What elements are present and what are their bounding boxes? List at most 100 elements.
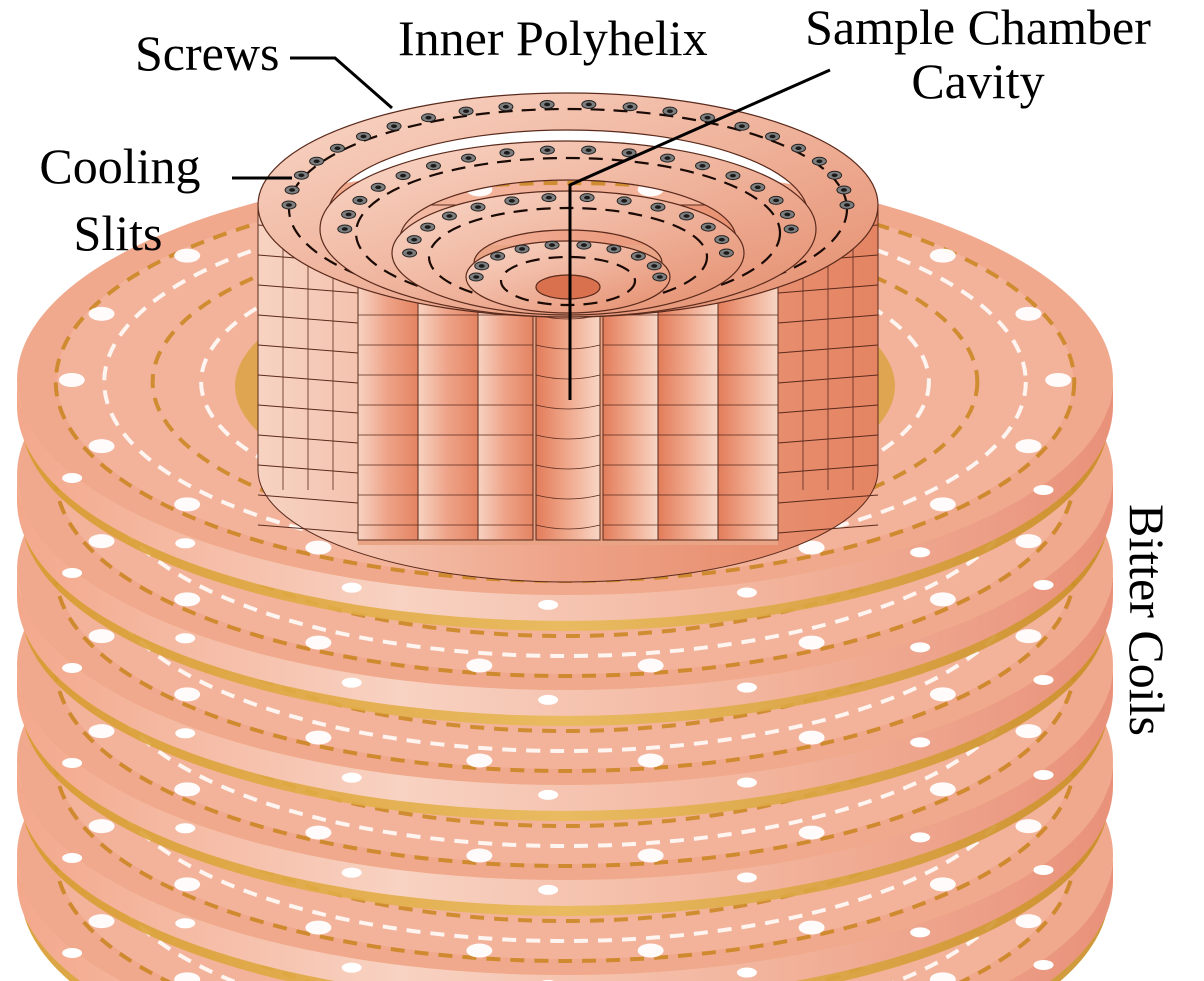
screw-socket — [773, 199, 779, 203]
screw-socket — [788, 227, 794, 231]
coil-mount-hole — [59, 373, 85, 387]
screw-socket — [832, 173, 838, 177]
screw-socket — [816, 159, 822, 163]
coil-mount-hole — [466, 659, 492, 673]
coil-mount-hole — [89, 724, 115, 738]
coil-edge-hole — [737, 683, 757, 693]
sample-chamber-bore — [536, 285, 600, 540]
coil-edge-hole — [910, 547, 930, 557]
screw-socket — [360, 135, 366, 139]
label-cooling-line1: Cooling — [39, 138, 200, 194]
screw-socket — [342, 227, 348, 231]
coil-mount-hole — [89, 534, 115, 548]
coil-mount-hole — [305, 826, 331, 840]
screw-socket — [426, 116, 432, 120]
screw-socket — [705, 116, 711, 120]
coil-edge-hole — [342, 773, 362, 783]
coil-mount-hole — [799, 636, 825, 650]
coil-mount-hole — [638, 944, 664, 958]
coil-mount-hole — [1015, 724, 1041, 738]
screw-socket — [667, 109, 673, 113]
screw-socket — [375, 186, 381, 190]
screw-socket — [509, 199, 515, 203]
screw-socket — [581, 243, 587, 247]
coil-mount-hole — [174, 249, 200, 263]
coil-mount-hole — [930, 249, 956, 263]
screw-socket — [739, 124, 745, 128]
coil-mount-hole — [305, 921, 331, 935]
coil-edge-hole — [62, 948, 82, 958]
screw-socket — [411, 238, 417, 242]
screw-socket — [466, 156, 472, 160]
screw-socket — [627, 105, 633, 109]
screw-socket — [655, 205, 661, 209]
coil-edge-hole — [62, 568, 82, 578]
coil-edge-hole — [175, 538, 195, 548]
screw-socket — [546, 196, 552, 200]
label-screws: Screws — [135, 25, 279, 81]
coil-edge-hole — [538, 885, 558, 895]
screw-socket — [719, 238, 725, 242]
coil-edge-hole — [342, 868, 362, 878]
screw-socket — [346, 213, 352, 217]
coil-edge-hole — [910, 642, 930, 652]
coil-mount-hole — [930, 687, 956, 701]
coil-edge-hole — [342, 678, 362, 688]
screw-socket — [796, 146, 802, 150]
screw-socket — [844, 203, 850, 207]
coil-mount-hole — [799, 921, 825, 935]
coil-mount-hole — [89, 307, 115, 321]
coil-mount-hole — [930, 877, 956, 891]
polyhelix-wall-section — [603, 297, 658, 540]
screw-socket — [495, 254, 501, 258]
coil-mount-hole — [1015, 439, 1041, 453]
screw-socket — [544, 148, 550, 152]
screw-socket — [544, 103, 550, 107]
coil-mount-hole — [930, 497, 956, 511]
coil-mount-hole — [1015, 307, 1041, 321]
screw-socket — [475, 205, 481, 209]
screw-socket — [430, 164, 436, 168]
coil-mount-hole — [305, 541, 331, 555]
coil-edge-hole — [62, 853, 82, 863]
label-bitter-coils: Bitter Coils — [1119, 504, 1175, 736]
coil-mount-hole — [930, 592, 956, 606]
coil-mount-hole — [466, 754, 492, 768]
screw-socket — [611, 247, 617, 251]
coil-edge-hole — [175, 633, 195, 643]
screw-socket — [700, 164, 706, 168]
coil-edge-hole — [175, 728, 195, 738]
coil-edge-hole — [1034, 485, 1054, 495]
screw-socket — [425, 225, 431, 229]
screw-socket — [519, 247, 525, 251]
coil-mount-hole — [1015, 534, 1041, 548]
screw-socket — [626, 151, 632, 155]
coil-mount-hole — [799, 826, 825, 840]
coil-mount-hole — [89, 439, 115, 453]
screw-socket — [586, 103, 592, 107]
coil-edge-hole — [538, 695, 558, 705]
coil-edge-hole — [62, 758, 82, 768]
screw-socket — [463, 109, 469, 113]
screw-socket — [841, 188, 847, 192]
label-sample-chamber-line1: Sample Chamber — [805, 0, 1151, 55]
coil-edge-hole — [910, 927, 930, 937]
coil-edge-hole — [910, 737, 930, 747]
coil-mount-hole — [466, 849, 492, 863]
screw-socket — [286, 203, 292, 207]
label-inner-polyhelix: Inner Polyhelix — [398, 10, 708, 66]
coil-edge-hole — [737, 778, 757, 788]
coil-mount-hole — [466, 944, 492, 958]
coil-mount-hole — [89, 914, 115, 928]
screw-socket — [391, 124, 397, 128]
coil-mount-hole — [1015, 819, 1041, 833]
coil-mount-hole — [1015, 914, 1041, 928]
screw-socket — [479, 264, 485, 268]
screw-socket — [651, 264, 657, 268]
screw-socket — [770, 135, 776, 139]
coil-mount-hole — [1015, 629, 1041, 643]
screw-socket — [473, 275, 479, 279]
screw-socket — [664, 156, 670, 160]
